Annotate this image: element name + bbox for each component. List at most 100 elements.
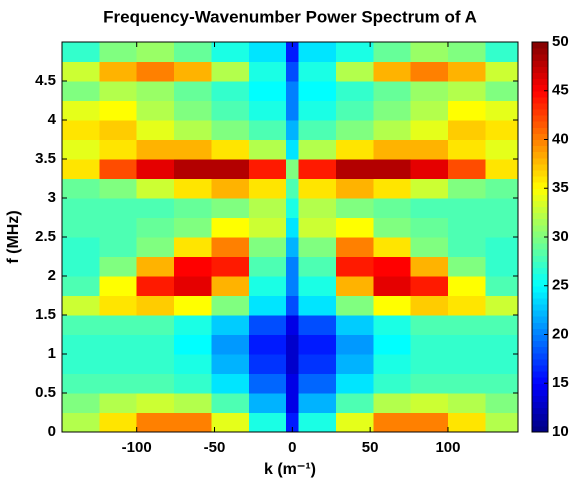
- heatmap-cell: [410, 334, 449, 355]
- heatmap-cell: [373, 198, 412, 218]
- heatmap-cell: [447, 42, 486, 62]
- heatmap-cell: [248, 393, 287, 413]
- heatmap-cell: [447, 295, 486, 316]
- colorbar-swatch: [532, 316, 548, 323]
- heatmap-cell: [99, 100, 138, 121]
- colorbar-swatch: [532, 206, 548, 214]
- heatmap-cell: [298, 178, 337, 199]
- colorbar-tick-label: 45: [552, 82, 569, 99]
- heatmap-cell: [485, 256, 519, 277]
- heatmap-cell: [286, 412, 300, 433]
- colorbar-swatch: [532, 66, 548, 73]
- heatmap-cell: [62, 373, 100, 394]
- heatmap-cell: [62, 276, 100, 296]
- heatmap-cell: [99, 217, 138, 238]
- heatmap-cell: [373, 237, 412, 257]
- x-tick-label: 100: [435, 439, 460, 456]
- heatmap-cell: [99, 315, 138, 335]
- heatmap-cell: [485, 315, 519, 335]
- heatmap-cell: [136, 217, 175, 238]
- heatmap-cell: [136, 315, 175, 335]
- heatmap-cell: [62, 334, 100, 355]
- heatmap-cell: [335, 334, 374, 355]
- heatmap-cell: [485, 159, 519, 179]
- colorbar-swatch: [532, 346, 548, 354]
- heatmap-cell: [373, 120, 412, 140]
- heatmap-cell: [286, 100, 300, 121]
- heatmap-cell: [62, 256, 100, 277]
- heatmap-cell: [248, 334, 287, 355]
- heatmap-cell: [211, 315, 250, 335]
- heatmap-cell: [373, 42, 412, 62]
- heatmap-cell: [174, 100, 212, 121]
- heatmap-cell: [485, 217, 519, 238]
- heatmap-cell: [298, 61, 337, 82]
- heatmap-cell: [485, 393, 519, 413]
- heatmap-cell: [248, 295, 287, 316]
- colorbar-swatch: [532, 90, 548, 98]
- colorbar-swatch: [532, 310, 548, 317]
- heatmap-cell: [211, 159, 250, 179]
- heatmap-cell: [211, 295, 250, 316]
- colorbar: [532, 42, 548, 433]
- heatmap-cell: [174, 159, 212, 179]
- colorbar-swatch: [532, 127, 548, 134]
- heatmap-cell: [136, 393, 175, 413]
- heatmap-cell: [62, 393, 100, 413]
- heatmap-cell: [248, 198, 287, 218]
- heatmap-cell: [373, 159, 412, 179]
- heatmap-cell: [485, 334, 519, 355]
- heatmap-cell: [211, 178, 250, 199]
- heatmap-cell: [174, 217, 212, 238]
- heatmap-cell: [136, 42, 175, 62]
- colorbar-swatch: [532, 182, 548, 189]
- heatmap-cell: [248, 217, 287, 238]
- heatmap-cell: [99, 178, 138, 199]
- heatmap-cell: [335, 237, 374, 257]
- heatmap-cell: [485, 61, 519, 82]
- heatmap-cell: [298, 393, 337, 413]
- heatmap-cell: [286, 178, 300, 199]
- heatmap-cell: [286, 334, 300, 355]
- heatmap-cell: [298, 334, 337, 355]
- heatmap-cell: [485, 237, 519, 257]
- colorbar-swatch: [532, 371, 548, 378]
- heatmap-cell: [136, 198, 175, 218]
- heatmap-cell: [298, 139, 337, 160]
- heatmap-cell: [62, 217, 100, 238]
- colorbar-swatch: [532, 72, 548, 80]
- heatmap-cell: [447, 139, 486, 160]
- heatmap-cell: [373, 334, 412, 355]
- heatmap-cell: [286, 373, 300, 394]
- heatmap-cell: [410, 393, 449, 413]
- heatmap-cell: [174, 315, 212, 335]
- heatmap-cell: [62, 354, 100, 374]
- colorbar-swatch: [532, 334, 548, 342]
- heatmap-cell: [174, 120, 212, 140]
- heatmap-cell: [447, 315, 486, 335]
- heatmap-cell: [373, 315, 412, 335]
- colorbar-swatch: [532, 291, 548, 299]
- heatmap-cell: [248, 373, 287, 394]
- colorbar-swatch: [532, 285, 548, 293]
- colorbar-swatch: [532, 389, 548, 396]
- heatmap-cell: [174, 178, 212, 199]
- heatmap-cell: [335, 178, 374, 199]
- heatmap-cell: [410, 198, 449, 218]
- y-tick-label: 0: [48, 423, 56, 440]
- heatmap-cell: [211, 256, 250, 277]
- colorbar-swatch: [532, 273, 548, 281]
- heatmap-cell: [248, 315, 287, 335]
- heatmap-cell: [286, 354, 300, 374]
- heatmap-cell: [335, 61, 374, 82]
- colorbar-swatch: [532, 102, 548, 110]
- colorbar-swatch: [532, 157, 548, 165]
- heatmap-cell: [373, 295, 412, 316]
- heatmap-cell: [485, 198, 519, 218]
- heatmap-cell: [99, 81, 138, 101]
- heatmap-cell: [136, 412, 175, 433]
- colorbar-swatch: [532, 383, 548, 390]
- heatmap-cell: [211, 42, 250, 62]
- heatmap-cell: [485, 276, 519, 296]
